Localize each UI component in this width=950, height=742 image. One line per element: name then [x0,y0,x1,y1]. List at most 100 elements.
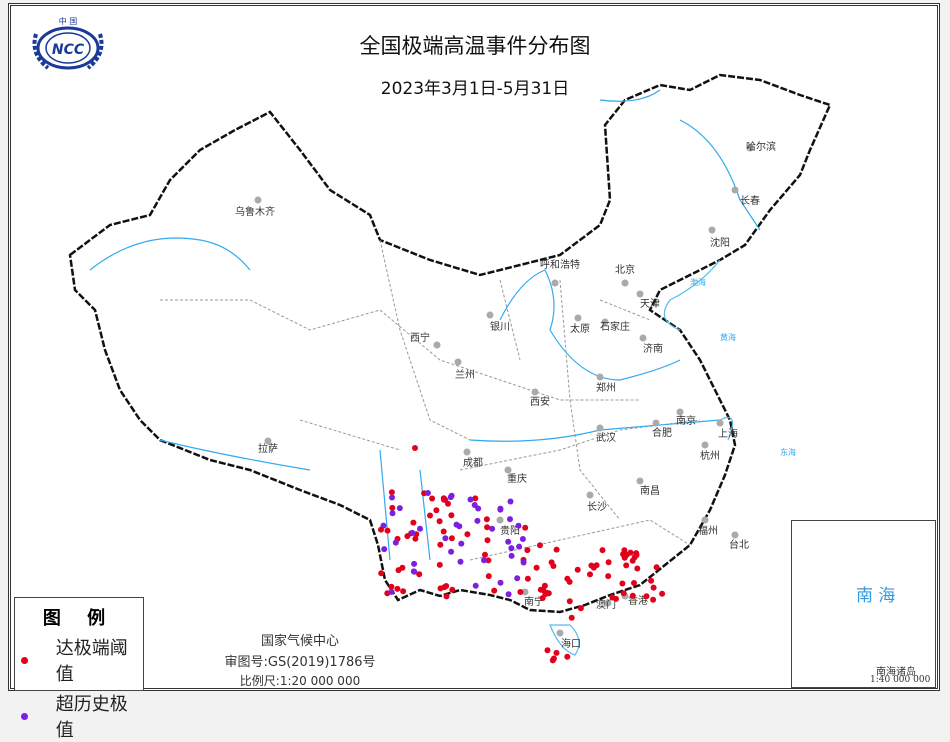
city-label: 太原 [570,322,590,335]
threshold-station-dot [564,653,571,660]
map-title: 全国极端高温事件分布图 [359,34,591,58]
threshold-station-dot [550,655,557,662]
record-station-dot [515,522,522,529]
threshold-station-dot [634,565,641,572]
record-station-dot [389,494,395,501]
org-credit: 国家气候中心 [260,634,339,649]
threshold-station-dot [629,592,636,599]
record-station-dot [388,588,395,595]
threshold-station-dot [620,590,627,597]
threshold-station-dot [482,551,488,558]
threshold-station-dot [566,598,573,605]
record-station-dot [447,494,454,501]
threshold-station-dot [568,614,575,621]
record-station-dot [505,591,512,598]
city-label: 郑州 [596,381,616,394]
record-station-dot [424,490,431,496]
threshold-station-dot [437,585,444,592]
city-label: 西安 [530,395,550,408]
threshold-station-dot [437,541,444,548]
threshold-station-dot [436,561,443,568]
threshold-station-dot [548,559,555,566]
city-label: 武汉 [596,431,616,444]
threshold-station-dot [484,524,491,531]
city-label: 海口 [561,637,581,650]
threshold-station-dot [623,551,630,558]
record-station-dot [409,529,416,536]
threshold-station-dot [621,547,628,554]
city-marker [486,311,494,319]
threshold-station-dot [485,557,492,564]
city-marker [264,437,272,445]
threshold-station-dot [443,593,450,600]
city-marker [621,279,629,287]
city-label: 沈阳 [710,236,730,249]
record-station-dot [519,536,526,542]
threshold-station-dot [544,647,551,654]
city-marker [639,334,647,342]
record-station-dot [514,575,521,582]
threshold-station-dot [631,554,638,561]
threshold-station-dot [384,527,391,534]
record-station-dot [396,505,403,512]
threshold-station-dot [522,524,529,531]
city-marker [601,318,609,326]
threshold-station-dot [378,570,385,577]
sea-label: 南 海 [856,586,896,606]
threshold-station-dot [533,564,540,571]
city-marker [701,441,709,449]
threshold-station-dot [593,562,600,569]
city-marker [551,279,559,287]
legend-label: 达极端阈值 [55,638,128,685]
record-station-dot [392,539,399,546]
threshold-station-dot [436,518,443,525]
threshold-station-dot [449,586,456,593]
threshold-station-dot [412,535,419,542]
red-dot-icon [21,656,28,664]
threshold-station-dot [553,546,560,553]
threshold-station-dot [412,445,418,451]
city-marker [596,424,604,432]
city-label: 哈尔滨 [746,140,776,153]
threshold-station-dot [410,519,417,526]
city-label: 南宁 [524,595,544,608]
threshold-station-dot [648,577,655,584]
threshold-station-dot [440,528,447,535]
city-marker [716,419,724,427]
city-marker [521,588,529,596]
purple-dot-icon [21,712,28,720]
city-marker [556,629,564,637]
city-marker [636,290,644,298]
threshold-station-dot [416,571,423,578]
city-marker [596,373,604,381]
threshold-station-dot [395,567,402,574]
city-marker [574,314,582,322]
city-label: 台北 [729,538,749,551]
threshold-station-dot [541,582,548,589]
city-label: 福州 [698,524,718,537]
city-label: 天津 [640,298,660,310]
city-marker [708,226,716,234]
record-station-dot [508,552,515,559]
city-label: 澳门 [596,598,616,611]
threshold-station-dot [389,504,396,511]
city-marker [604,599,612,607]
city-label: 兰州 [455,368,475,381]
city-marker [504,466,512,474]
record-station-dot [497,506,504,513]
city-marker [636,477,644,485]
city-label: 贵阳 [500,524,520,537]
city-marker [254,196,262,204]
threshold-station-dot [394,585,401,592]
south-china-sea-inset: 南 海 南海诸岛 1:40 000 000 [791,520,936,688]
threshold-station-dot [537,542,543,549]
city-label: 合肥 [652,426,672,439]
city-label: 西宁 [410,331,430,344]
city-marker [652,419,660,427]
threshold-station-dot [472,495,479,502]
svg-text:NCC: NCC [52,42,85,58]
ncc-logo: NCC 中 国 [32,16,104,70]
city-marker [463,448,471,456]
approval-number: 审图号:GS(2019)1786号 [224,655,376,670]
